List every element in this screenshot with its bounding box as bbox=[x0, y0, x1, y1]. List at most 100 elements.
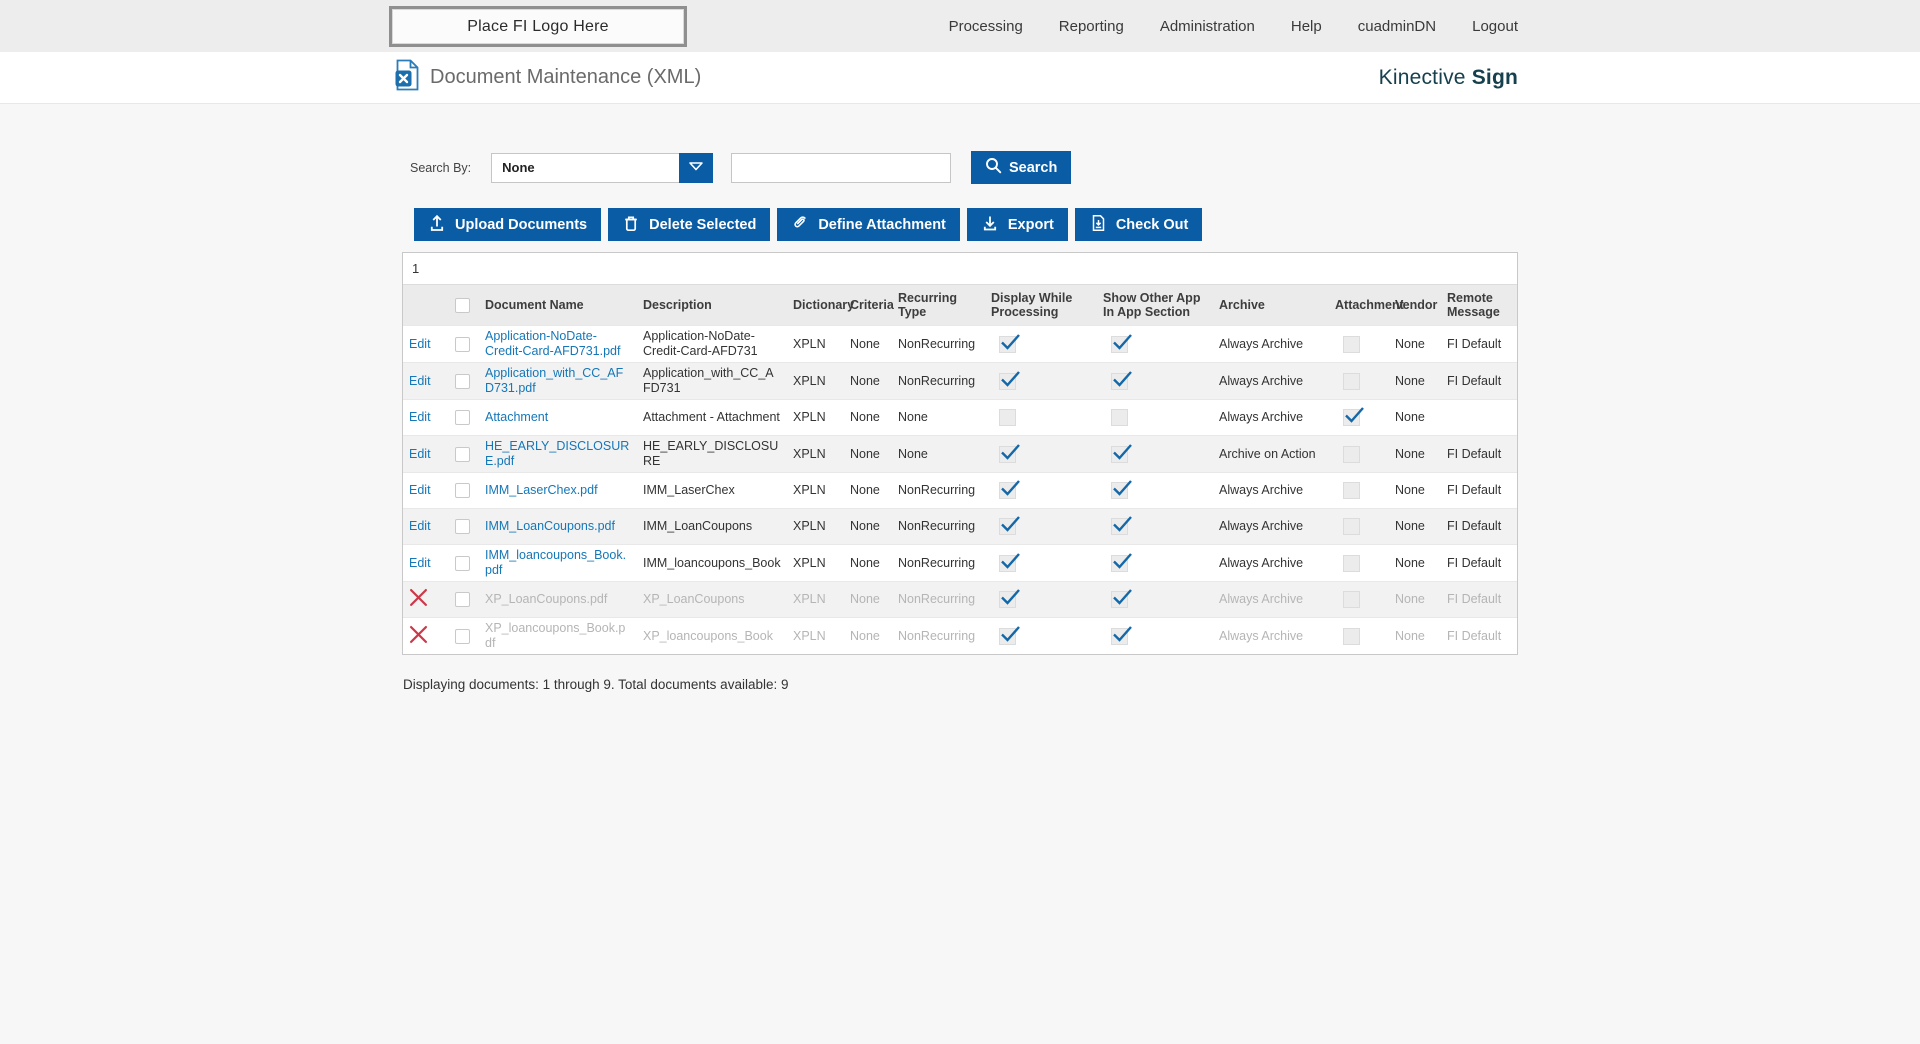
document-description: XP_LoanCoupons bbox=[643, 592, 745, 606]
dictionary-value: XPLN bbox=[793, 373, 826, 388]
select-dropdown-button[interactable] bbox=[679, 152, 714, 183]
row-checkbox[interactable] bbox=[455, 373, 470, 389]
upload-documents-button[interactable]: Upload Documents bbox=[414, 208, 602, 241]
nav-item-administration[interactable]: Administration bbox=[1159, 17, 1255, 35]
remove-x-icon[interactable] bbox=[409, 625, 428, 644]
display-while-processing-checkbox-checked bbox=[999, 589, 1020, 608]
table-row: Edit IMM_loancoupons_Book.pdf IMM_loancoup… bbox=[403, 544, 1517, 582]
attachment-checkbox-unchecked bbox=[1343, 482, 1360, 499]
recurring-type-value: None bbox=[898, 446, 928, 461]
remote-message-value: FI Default bbox=[1447, 373, 1502, 388]
page-number: 1 bbox=[403, 253, 1517, 285]
show-other-app-checkbox-checked bbox=[1111, 443, 1132, 463]
document-name-link[interactable]: Application-NoDate-Credit-Card-AFD731.pd… bbox=[485, 329, 621, 358]
search-input[interactable] bbox=[731, 152, 952, 183]
check-out-button[interactable]: Check Out bbox=[1074, 208, 1203, 241]
display-while-processing-checkbox-checked bbox=[999, 333, 1020, 353]
search-button[interactable]: Search bbox=[971, 151, 1072, 184]
vendor-value: None bbox=[1395, 373, 1425, 388]
search-by-label: Search By: bbox=[410, 160, 472, 175]
display-while-processing-checkbox-checked bbox=[999, 552, 1020, 572]
edit-link[interactable]: Edit bbox=[409, 483, 431, 497]
recurring-type-value: NonRecurring bbox=[898, 628, 976, 643]
define-attachment-button[interactable]: Define Attachment bbox=[777, 208, 960, 241]
col-dictionary: Dictionary bbox=[787, 285, 854, 326]
recurring-type-value: NonRecurring bbox=[898, 336, 976, 351]
row-checkbox[interactable] bbox=[455, 483, 470, 499]
nav-item-user[interactable]: cuadminDN bbox=[1357, 17, 1437, 35]
archive-value: Always Archive bbox=[1219, 373, 1304, 388]
row-checkbox[interactable] bbox=[455, 446, 470, 462]
recurring-type-value: NonRecurring bbox=[898, 555, 976, 570]
edit-link[interactable]: Edit bbox=[409, 446, 431, 461]
document-name-link[interactable]: Attachment bbox=[485, 410, 549, 424]
show-other-app-checkbox-unchecked bbox=[1111, 409, 1128, 426]
col-document-name: Document Name bbox=[479, 285, 637, 326]
row-checkbox[interactable] bbox=[455, 410, 470, 426]
title-band: Document Maintenance (XML) Kinective Sig… bbox=[0, 52, 1920, 104]
upload-icon bbox=[428, 214, 446, 236]
export-button[interactable]: Export bbox=[966, 208, 1068, 241]
dictionary-value: XPLN bbox=[793, 410, 826, 424]
attachment-checkbox-unchecked bbox=[1343, 591, 1360, 608]
dictionary-value: XPLN bbox=[793, 555, 826, 570]
row-checkbox[interactable] bbox=[455, 555, 470, 571]
nav-item-reporting[interactable]: Reporting bbox=[1058, 17, 1124, 35]
top-bar: Place FI Logo Here Processing Reporting … bbox=[0, 0, 1920, 52]
criteria-value: None bbox=[850, 410, 880, 424]
document-description: IMM_LaserChex bbox=[643, 483, 735, 497]
row-checkbox[interactable] bbox=[455, 336, 470, 352]
row-checkbox[interactable] bbox=[455, 628, 470, 644]
attachment-checkbox-unchecked bbox=[1343, 372, 1360, 390]
brand-suffix: Sign bbox=[1471, 65, 1518, 89]
row-checkbox[interactable] bbox=[455, 592, 470, 608]
search-icon bbox=[985, 157, 1002, 178]
recurring-type-value: NonRecurring bbox=[898, 519, 976, 533]
table-row: Edit IMM_LaserChex.pdf IMM_LaserChex XPLN No… bbox=[403, 472, 1517, 509]
archive-value: Always Archive bbox=[1219, 628, 1304, 643]
table-row: Edit IMM_LoanCoupons.pdf IMM_LoanCoupons XP… bbox=[403, 508, 1517, 545]
display-while-processing-checkbox-checked bbox=[999, 370, 1020, 390]
remove-x-icon[interactable] bbox=[409, 588, 428, 607]
vendor-value: None bbox=[1395, 483, 1425, 497]
col-description: Description bbox=[637, 285, 787, 326]
fi-logo-text: Place FI Logo Here bbox=[467, 17, 609, 35]
document-table-body: Edit Application-NoDate-Credit-Card-AFD73… bbox=[403, 325, 1517, 654]
define-attachment-label: Define Attachment bbox=[818, 216, 946, 233]
table-row: XP_loancoupons_Book.pdf XP_loancoupons_Bo… bbox=[403, 617, 1517, 654]
edit-link[interactable]: Edit bbox=[409, 373, 431, 388]
check-out-label: Check Out bbox=[1115, 216, 1189, 233]
display-while-processing-checkbox-checked bbox=[999, 516, 1020, 535]
document-name-link[interactable]: Application_with_CC_AFD731.pdf bbox=[485, 366, 624, 395]
nav-item-processing[interactable]: Processing bbox=[948, 17, 1023, 35]
document-name-link[interactable]: HE_EARLY_DISCLOSURE.pdf bbox=[485, 439, 630, 468]
edit-link[interactable]: Edit bbox=[409, 555, 431, 570]
export-label: Export bbox=[1007, 216, 1054, 233]
vendor-value: None bbox=[1395, 519, 1425, 533]
delete-selected-button[interactable]: Delete Selected bbox=[608, 208, 771, 241]
edit-link[interactable]: Edit bbox=[409, 519, 431, 533]
edit-link[interactable]: Edit bbox=[409, 410, 431, 424]
select-all-checkbox[interactable] bbox=[455, 297, 470, 313]
show-other-app-checkbox-checked bbox=[1111, 625, 1132, 645]
document-description: Application-NoDate-Credit-Card-AFD731 bbox=[643, 329, 758, 358]
document-name-link[interactable]: IMM_loancoupons_Book.pdf bbox=[485, 548, 627, 577]
nav-item-help[interactable]: Help bbox=[1290, 17, 1322, 35]
show-other-app-checkbox-checked bbox=[1111, 480, 1132, 499]
document-name-link[interactable]: IMM_LoanCoupons.pdf bbox=[485, 519, 615, 533]
document-description: XP_loancoupons_Book bbox=[643, 628, 773, 643]
recurring-type-value: NonRecurring bbox=[898, 592, 976, 606]
dictionary-value: XPLN bbox=[793, 628, 826, 643]
brand-logo: Kinective Sign bbox=[1379, 66, 1518, 90]
fi-logo-placeholder: Place FI Logo Here bbox=[389, 6, 687, 47]
show-other-app-checkbox-checked bbox=[1111, 516, 1132, 535]
row-checkbox[interactable] bbox=[455, 519, 470, 535]
display-while-processing-checkbox-checked bbox=[999, 480, 1020, 499]
edit-link[interactable]: Edit bbox=[409, 336, 431, 351]
search-by-select[interactable]: None bbox=[491, 152, 714, 183]
status-text: Displaying documents: 1 through 9. Total… bbox=[403, 677, 789, 692]
search-by-selected-value[interactable]: None bbox=[491, 152, 680, 183]
nav-item-logout[interactable]: Logout bbox=[1472, 17, 1518, 35]
document-name-link[interactable]: IMM_LaserChex.pdf bbox=[485, 483, 598, 497]
dictionary-value: XPLN bbox=[793, 592, 826, 606]
